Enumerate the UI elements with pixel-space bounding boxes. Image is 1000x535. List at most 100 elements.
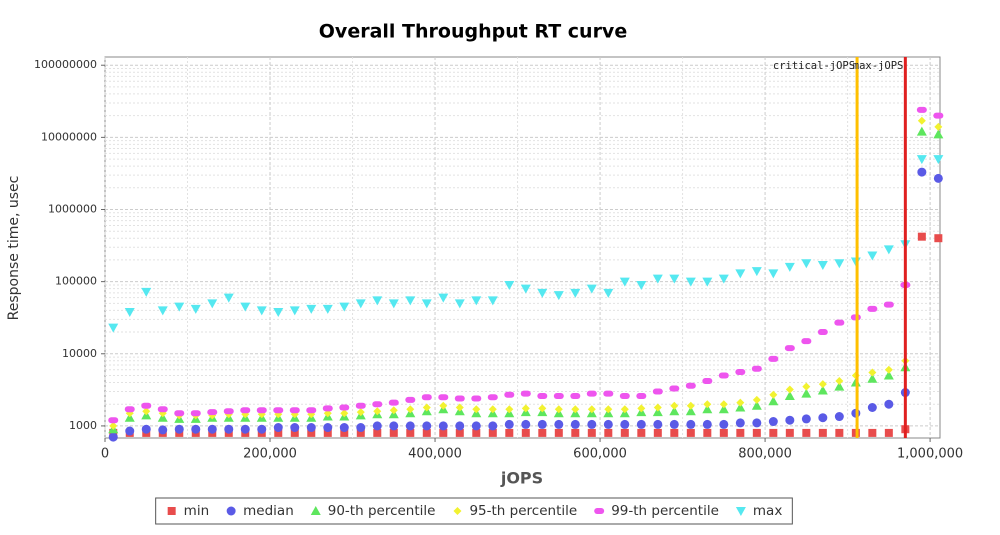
point bbox=[274, 428, 283, 437]
legend-swatch bbox=[594, 508, 605, 514]
legend-swatch bbox=[226, 506, 236, 516]
point bbox=[801, 338, 812, 345]
point bbox=[933, 173, 943, 183]
point bbox=[653, 403, 662, 412]
point bbox=[785, 428, 794, 437]
point bbox=[273, 307, 284, 317]
point bbox=[735, 418, 745, 428]
y-tick-label: 10000 bbox=[62, 347, 97, 360]
point bbox=[323, 428, 332, 437]
point bbox=[421, 299, 432, 309]
point bbox=[521, 428, 530, 437]
point bbox=[340, 409, 349, 418]
point bbox=[537, 288, 548, 298]
point bbox=[422, 403, 431, 412]
point bbox=[356, 423, 366, 433]
point bbox=[685, 382, 696, 389]
point bbox=[207, 424, 217, 434]
point bbox=[703, 428, 712, 437]
point bbox=[586, 284, 597, 294]
y-tick-label: 1000 bbox=[69, 419, 97, 432]
point bbox=[603, 288, 614, 298]
point bbox=[883, 245, 894, 255]
point bbox=[141, 402, 152, 409]
point bbox=[751, 365, 762, 372]
point bbox=[537, 419, 547, 429]
point bbox=[306, 304, 317, 314]
point bbox=[867, 251, 878, 261]
point bbox=[785, 415, 795, 425]
point bbox=[174, 302, 185, 312]
point bbox=[388, 399, 399, 406]
point bbox=[670, 401, 679, 410]
point bbox=[736, 398, 745, 407]
point bbox=[124, 406, 135, 413]
point bbox=[620, 428, 629, 437]
point bbox=[703, 400, 712, 409]
point bbox=[108, 432, 118, 442]
point bbox=[784, 390, 795, 400]
point bbox=[934, 122, 943, 131]
point bbox=[868, 428, 877, 437]
point bbox=[322, 304, 333, 314]
y-tick-label: 100000 bbox=[55, 275, 97, 288]
point bbox=[472, 428, 481, 437]
point bbox=[653, 419, 663, 429]
point bbox=[372, 421, 382, 431]
point bbox=[487, 394, 498, 401]
point bbox=[801, 414, 811, 424]
point bbox=[834, 319, 845, 326]
point bbox=[916, 106, 927, 113]
point bbox=[207, 299, 218, 309]
point bbox=[373, 428, 382, 437]
point bbox=[406, 405, 415, 414]
point bbox=[438, 421, 448, 431]
point bbox=[818, 380, 827, 389]
x-tick-label: 200,000 bbox=[243, 447, 297, 462]
point bbox=[587, 405, 596, 414]
point bbox=[818, 428, 827, 437]
y-axis-label: Response time, usec bbox=[6, 176, 22, 321]
legend-swatch bbox=[167, 507, 176, 515]
point bbox=[751, 267, 762, 277]
point bbox=[735, 269, 746, 279]
point bbox=[125, 426, 135, 436]
point bbox=[686, 428, 695, 437]
point bbox=[454, 395, 465, 402]
point bbox=[867, 373, 878, 383]
point bbox=[669, 274, 680, 284]
point bbox=[769, 428, 778, 437]
point bbox=[521, 419, 531, 429]
point bbox=[553, 392, 564, 399]
point bbox=[339, 423, 349, 433]
point bbox=[933, 112, 944, 119]
point bbox=[570, 419, 580, 429]
point bbox=[752, 395, 761, 404]
point bbox=[834, 412, 844, 422]
point bbox=[257, 424, 267, 434]
annotation-label: max-jOPS bbox=[853, 60, 904, 72]
point bbox=[736, 428, 745, 437]
point bbox=[273, 407, 284, 414]
point bbox=[834, 259, 845, 269]
y-tick-label: 10000000 bbox=[41, 130, 97, 143]
point bbox=[652, 388, 663, 395]
point bbox=[702, 277, 713, 287]
point bbox=[620, 419, 630, 429]
point bbox=[487, 296, 498, 306]
point bbox=[340, 428, 349, 437]
point bbox=[587, 428, 596, 437]
point bbox=[586, 390, 597, 397]
point bbox=[933, 129, 944, 139]
point bbox=[174, 424, 184, 434]
point bbox=[472, 405, 481, 414]
point bbox=[422, 428, 431, 437]
point bbox=[471, 395, 482, 402]
point bbox=[619, 392, 630, 399]
x-tick-label: 400,000 bbox=[408, 447, 462, 462]
point bbox=[389, 421, 399, 431]
point bbox=[636, 419, 646, 429]
point bbox=[669, 385, 680, 392]
point bbox=[405, 296, 416, 306]
point bbox=[421, 394, 432, 401]
